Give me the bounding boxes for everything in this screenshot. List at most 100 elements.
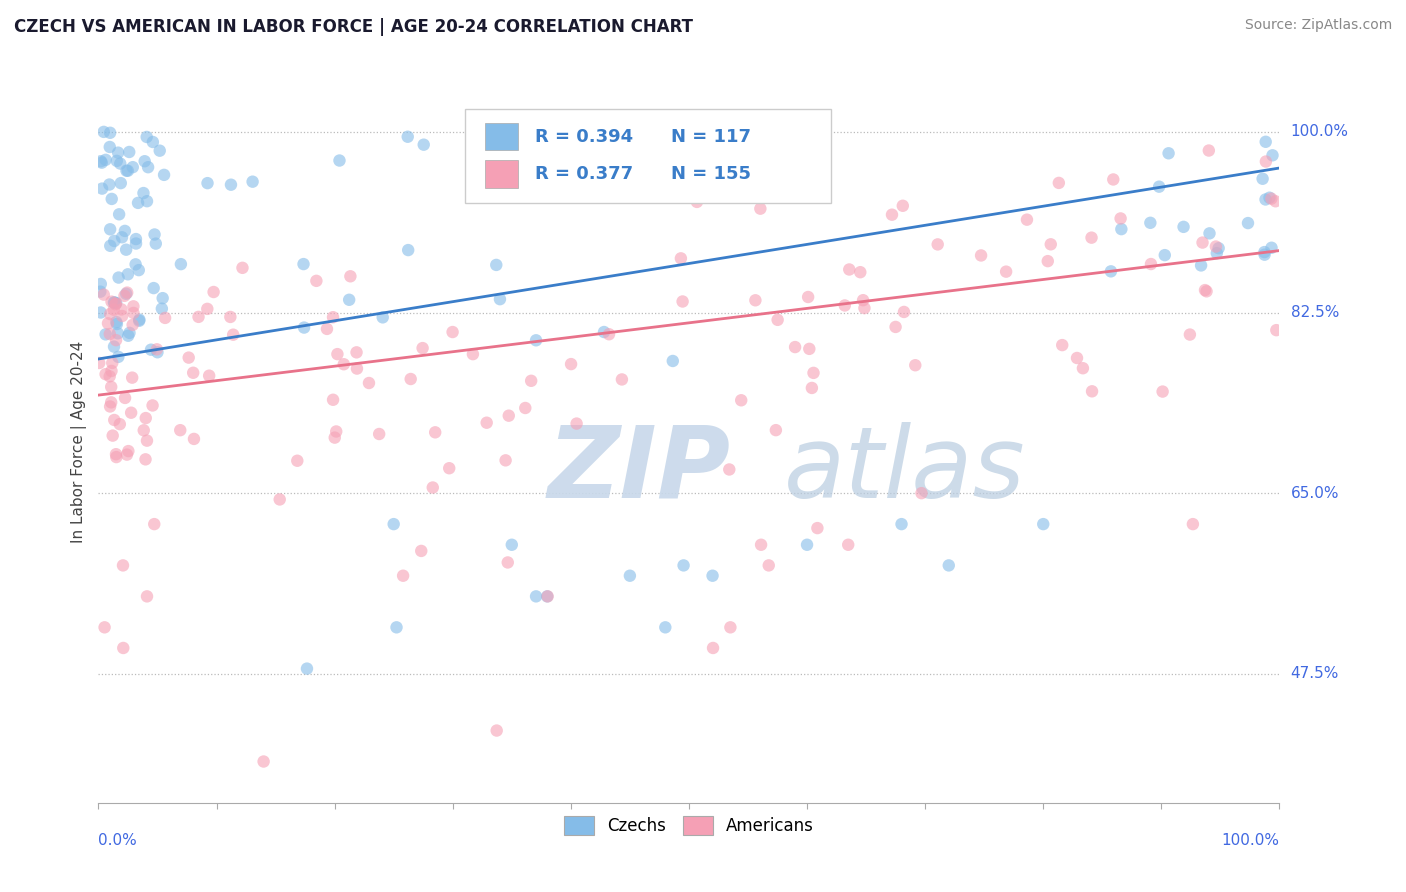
Point — [114, 391, 136, 405]
FancyBboxPatch shape — [464, 109, 831, 203]
Point — [333, 357, 356, 371]
Point — [1208, 241, 1230, 255]
Point — [1189, 259, 1212, 273]
Point — [98, 222, 121, 236]
Point — [117, 444, 139, 458]
Point — [94, 153, 117, 167]
Point — [803, 366, 825, 380]
Point — [492, 177, 515, 191]
Point — [1071, 361, 1094, 376]
Point — [90, 277, 112, 291]
Point — [98, 126, 121, 140]
Point — [1152, 384, 1174, 399]
Point — [910, 486, 932, 500]
Point — [107, 326, 129, 341]
Point — [1191, 235, 1213, 250]
Point — [783, 340, 806, 354]
Point — [134, 154, 156, 169]
Point — [1147, 179, 1170, 194]
Point — [904, 358, 927, 372]
Point — [852, 293, 875, 308]
Point — [146, 345, 169, 359]
Point — [143, 517, 166, 532]
Point — [520, 374, 543, 388]
Point — [654, 620, 676, 634]
Point — [125, 236, 148, 251]
Point — [135, 130, 157, 145]
Point — [110, 156, 132, 170]
Bar — [485, 123, 517, 151]
Point — [98, 369, 121, 384]
Point — [128, 263, 150, 277]
Point — [744, 293, 766, 308]
Text: N = 155: N = 155 — [671, 165, 751, 183]
Point — [938, 558, 960, 573]
Point — [1080, 230, 1102, 244]
Point — [183, 432, 205, 446]
Point — [120, 406, 142, 420]
Point — [103, 302, 125, 317]
Point — [718, 620, 741, 634]
Point — [439, 461, 461, 475]
Point — [1237, 216, 1260, 230]
Point — [1140, 257, 1163, 271]
Bar — [485, 161, 517, 188]
Point — [346, 345, 368, 359]
Point — [136, 434, 159, 448]
Point — [461, 347, 484, 361]
Point — [107, 350, 129, 364]
Point — [524, 333, 547, 347]
Point — [686, 194, 709, 209]
Point — [834, 298, 856, 312]
Point — [337, 293, 360, 307]
Point — [152, 291, 174, 305]
Point — [1264, 194, 1286, 209]
Point — [893, 305, 915, 319]
Point — [339, 269, 361, 284]
Point — [181, 366, 204, 380]
Point — [598, 327, 620, 342]
Point — [1194, 283, 1216, 297]
Point — [112, 640, 135, 655]
Point — [153, 168, 176, 182]
Point — [97, 316, 120, 330]
Point — [524, 590, 547, 604]
Point — [103, 295, 125, 310]
Point — [1173, 219, 1195, 234]
Point — [94, 327, 117, 342]
Point — [98, 307, 121, 321]
Point — [328, 153, 350, 168]
Point — [475, 416, 498, 430]
Point — [128, 312, 150, 326]
Point — [90, 155, 112, 169]
Text: atlas: atlas — [783, 422, 1025, 519]
Point — [115, 448, 138, 462]
Point — [169, 423, 191, 437]
Point — [110, 176, 132, 190]
Point — [396, 243, 419, 257]
Point — [104, 296, 127, 310]
Point — [1015, 212, 1038, 227]
Point — [765, 423, 787, 437]
Point — [111, 558, 134, 573]
Text: CZECH VS AMERICAN IN LABOR FORCE | AGE 20-24 CORRELATION CHART: CZECH VS AMERICAN IN LABOR FORCE | AGE 2… — [14, 18, 693, 36]
Point — [107, 145, 129, 160]
Point — [195, 301, 218, 316]
Point — [122, 306, 145, 320]
Point — [1253, 248, 1275, 262]
Point — [90, 154, 112, 169]
Text: ZIP: ZIP — [547, 422, 730, 519]
Point — [136, 160, 159, 174]
Point — [142, 135, 165, 149]
Point — [100, 395, 122, 409]
Point — [346, 361, 368, 376]
Text: R = 0.394: R = 0.394 — [536, 128, 634, 145]
Point — [105, 450, 128, 464]
Point — [98, 326, 121, 341]
Point — [995, 265, 1018, 279]
Point — [537, 590, 560, 604]
Point — [89, 285, 111, 299]
Point — [115, 285, 138, 300]
Text: 82.5%: 82.5% — [1291, 305, 1339, 320]
Point — [669, 252, 692, 266]
